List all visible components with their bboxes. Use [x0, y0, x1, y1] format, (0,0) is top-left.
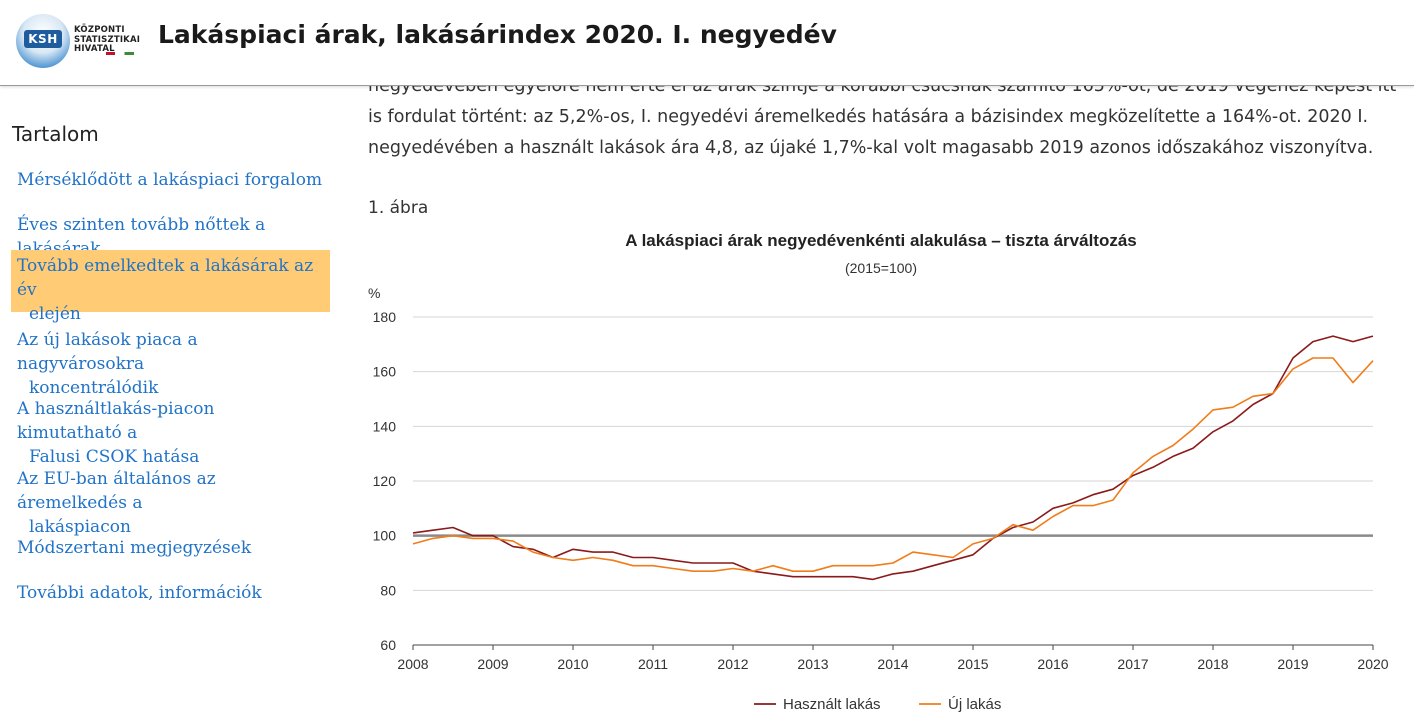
- toc-item-label-cont: lakáspiacon: [29, 517, 131, 537]
- toc-heading: Tartalom: [12, 122, 99, 146]
- logo-line: HIVATAL: [74, 44, 115, 54]
- toc-item-label: A használtlakás-piacon kimutatható a: [17, 399, 215, 443]
- toc-item-eu[interactable]: Az EU-ban általános az áremelkedés a laká…: [11, 463, 330, 543]
- logo-abbreviation: KSH: [24, 30, 62, 48]
- logo-line: KÖZPONTI: [74, 25, 125, 35]
- page-header: KSH KÖZPONTI STATISZTIKAI HIVATAL Lakásp…: [0, 0, 1414, 86]
- paragraph-line: negyedévében egyelőre nem érte el az ára…: [368, 86, 1397, 96]
- toc-item-label-cont: Falusi CSOK hatása: [29, 447, 200, 467]
- main-content: negyedévében egyelőre nem érte el az ára…: [368, 86, 1398, 721]
- toc-item-forgalom[interactable]: Mérséklődött a lakáspiaci forgalom: [11, 164, 330, 196]
- paragraph-line: negyedévében a használt lakások ára 4,8,…: [368, 138, 1374, 158]
- toc-item-label: Az EU-ban általános az áremelkedés a: [17, 469, 216, 513]
- toc-item-label: További adatok, információk: [17, 583, 262, 603]
- toc-item-falusi-csok[interactable]: A használtlakás-piacon kimutatható a Falu…: [11, 393, 330, 473]
- toc-item-label: Az új lakások piaca a nagyvárosokra: [17, 330, 198, 374]
- body-paragraph: negyedévében egyelőre nem érte el az ára…: [368, 86, 1398, 164]
- toc-item-label: Tovább emelkedtek a lakásárak az év: [17, 256, 314, 300]
- toc-item-tovabbi-adatok[interactable]: További adatok, információk: [11, 577, 330, 609]
- toc-item-modszertani[interactable]: Módszertani megjegyzések: [11, 532, 330, 564]
- flag-stripe-icon: [106, 52, 134, 55]
- toc-item-label: Mérséklődött a lakáspiaci forgalom: [17, 170, 323, 190]
- toc-item-tovabb-emelkedtek[interactable]: Tovább emelkedtek a lakásárak az év elejé…: [11, 250, 330, 324]
- logo-line: STATISZTIKAI: [74, 34, 141, 45]
- toc-item-label: Módszertani megjegyzések: [17, 538, 252, 558]
- toc-item-label-cont: elején: [29, 304, 81, 324]
- table-of-contents: Tartalom Mérséklődött a lakáspiaci forga…: [0, 86, 345, 721]
- page-title: Lakáspiaci árak, lakásárindex 2020. I. n…: [158, 20, 837, 49]
- figure-label: 1. ábra: [368, 198, 429, 218]
- paragraph-line: is fordulat történt: az 5,2%-os, I. negy…: [368, 107, 1369, 127]
- toc-item-uj-lakasok[interactable]: Az új lakások piaca a nagyvárosokra konce…: [11, 324, 330, 404]
- toc-item-label-cont: koncentrálódik: [29, 378, 159, 398]
- logo-text: KÖZPONTI STATISZTIKAI HIVATAL: [74, 25, 141, 55]
- ksh-logo[interactable]: KSH KÖZPONTI STATISZTIKAI HIVATAL: [16, 12, 146, 68]
